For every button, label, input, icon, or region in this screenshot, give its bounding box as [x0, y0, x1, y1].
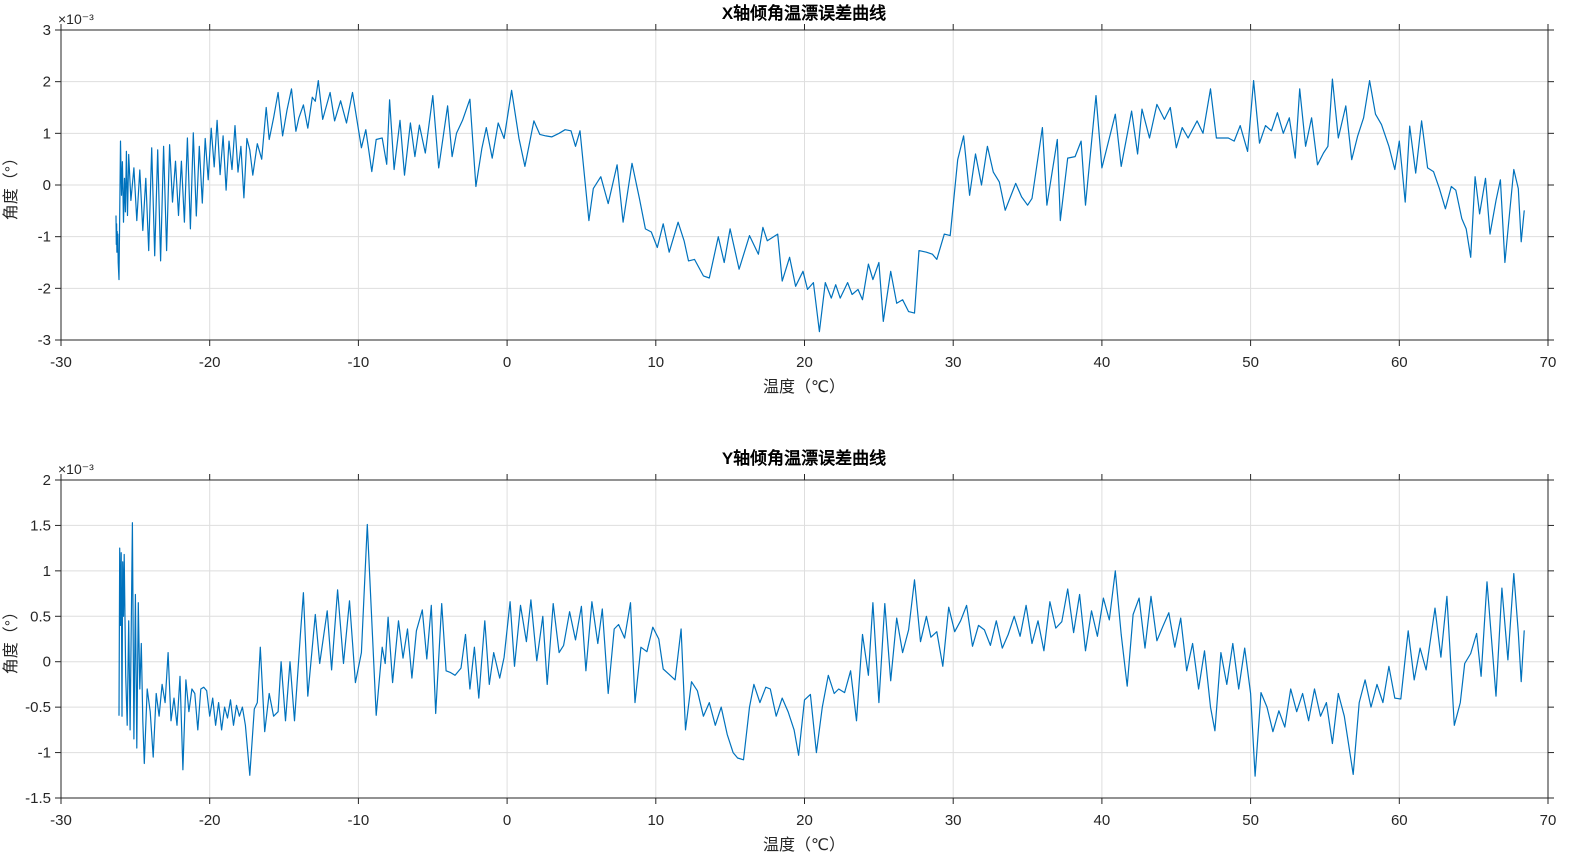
plot2-area: -30 -20 -10 0 10 20 30 40 50 60 70 -1.5 -1 -0.5 0 0.5 1 1… [25, 472, 1556, 829]
x-tick-label: 0 [503, 354, 511, 371]
x-tick-label: 10 [647, 354, 664, 371]
plot1-y-axis-label: 角度（°） [2, 150, 20, 220]
plot2-y-axis-label: 角度（°） [2, 604, 20, 674]
x-tick-label: 30 [945, 812, 962, 829]
y-tick-label: -3 [38, 332, 51, 349]
x-tick-label: 30 [945, 354, 962, 371]
y-tick-label: -1.5 [25, 790, 51, 807]
y-tick-label: 1 [43, 125, 51, 142]
x-tick-label: 40 [1094, 354, 1111, 371]
x-tick-label: 50 [1242, 354, 1259, 371]
y-tick-label: -0.5 [25, 699, 51, 716]
y-tick-label: -1 [38, 229, 51, 246]
plot2-x-axis-label: 温度（℃） [763, 836, 845, 854]
y-tick-label: 0 [43, 177, 51, 194]
x-tick-label: 10 [647, 812, 664, 829]
y-tick-label: 3 [43, 22, 51, 39]
x-tick-label: -30 [50, 812, 72, 829]
x-tick-label: -30 [50, 354, 72, 371]
x-tick-label: 0 [503, 812, 511, 829]
x-tick-label: 60 [1391, 812, 1408, 829]
x-tick-label: -10 [348, 354, 370, 371]
series-line [118, 522, 1525, 777]
plot2-title: Y轴倾角温漂误差曲线 [722, 448, 886, 468]
plot1-title: X轴倾角温漂误差曲线 [722, 3, 886, 23]
y-tick-label: 1 [43, 563, 51, 580]
y-tick-label: -2 [38, 280, 51, 297]
x-tick-label: 40 [1094, 812, 1111, 829]
x-tick-label: 50 [1242, 812, 1259, 829]
x-tick-label: 20 [796, 812, 813, 829]
x-tick-label: -20 [199, 812, 221, 829]
plot1-x-axis-label: 温度（℃） [763, 378, 845, 396]
x-tick-label: 60 [1391, 354, 1408, 371]
x-tick-label: 70 [1540, 812, 1557, 829]
y-tick-label: 2 [43, 472, 51, 489]
plot1-y-exponent-label: ×10⁻³ [58, 11, 94, 27]
series-line [115, 78, 1525, 333]
y-tick-label: 1.5 [30, 517, 51, 534]
y-tick-label: 0.5 [30, 608, 51, 625]
y-tick-label: -1 [38, 745, 51, 762]
x-tick-label: -10 [348, 812, 370, 829]
y-tick-label: 2 [43, 74, 51, 91]
x-tick-label: 70 [1540, 354, 1557, 371]
y-tick-label: 0 [43, 654, 51, 671]
x-tick-label: 20 [796, 354, 813, 371]
x-tick-label: -20 [199, 354, 221, 371]
plot2-y-exponent-label: ×10⁻³ [58, 461, 94, 477]
